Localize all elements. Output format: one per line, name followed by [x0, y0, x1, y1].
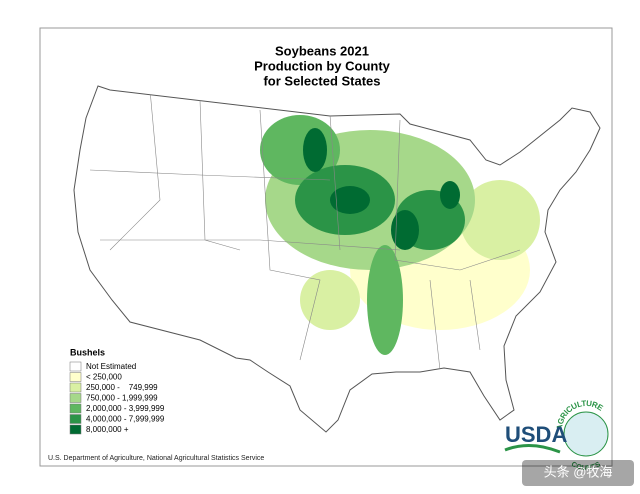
frame	[39, 27, 613, 467]
legend-label: 750,000 - 1,999,999	[86, 394, 158, 403]
region-top	[440, 181, 460, 209]
legend-swatch	[69, 361, 82, 372]
legend-swatch	[69, 403, 82, 414]
footer: U.S. Department of Agriculture, National…	[48, 455, 264, 462]
watermark-bg	[522, 460, 634, 486]
logo-ring	[563, 411, 609, 457]
legend-label: 8,000,000 +	[86, 425, 129, 434]
state-borders	[89, 89, 521, 371]
title-block: Soybeans 2021 Production by County for S…	[254, 43, 391, 88]
title-line: Soybeans 2021	[275, 43, 369, 58]
title-line: for Selected States	[263, 73, 380, 88]
legend-title: Bushels	[70, 347, 105, 357]
region-light	[300, 270, 360, 330]
us-map	[73, 85, 601, 433]
region-top	[330, 186, 370, 214]
legend-label: 250,000 - 749,999	[86, 383, 158, 392]
logo-ring-bottom: COUNTS	[570, 461, 602, 472]
legend-swatch	[69, 424, 82, 435]
region-top	[391, 210, 419, 250]
legend-label: < 250,000	[86, 373, 122, 382]
legend-swatch	[69, 382, 82, 393]
logo-text: USDA	[505, 422, 567, 447]
legend-label: 4,000,000 - 7,999,999	[86, 415, 165, 424]
region-light	[460, 180, 540, 260]
logo-swoosh	[504, 444, 561, 454]
region-top	[303, 128, 327, 172]
legend-label: Not Estimated	[86, 362, 136, 371]
production-areas	[89, 89, 540, 371]
watermark: 头条 @牧海	[544, 464, 613, 479]
title-line: Production by County	[254, 58, 391, 73]
region-delta	[367, 245, 403, 355]
usda-logo: AGRICULTURE COUNTS USDA	[504, 399, 609, 472]
legend-swatch	[69, 393, 82, 403]
legend-swatch	[69, 414, 82, 424]
logo-ring-text: COUNTS	[570, 461, 602, 472]
legend-label: 2,000,000 - 3,999,999	[86, 404, 165, 413]
legend-swatch	[69, 372, 82, 382]
